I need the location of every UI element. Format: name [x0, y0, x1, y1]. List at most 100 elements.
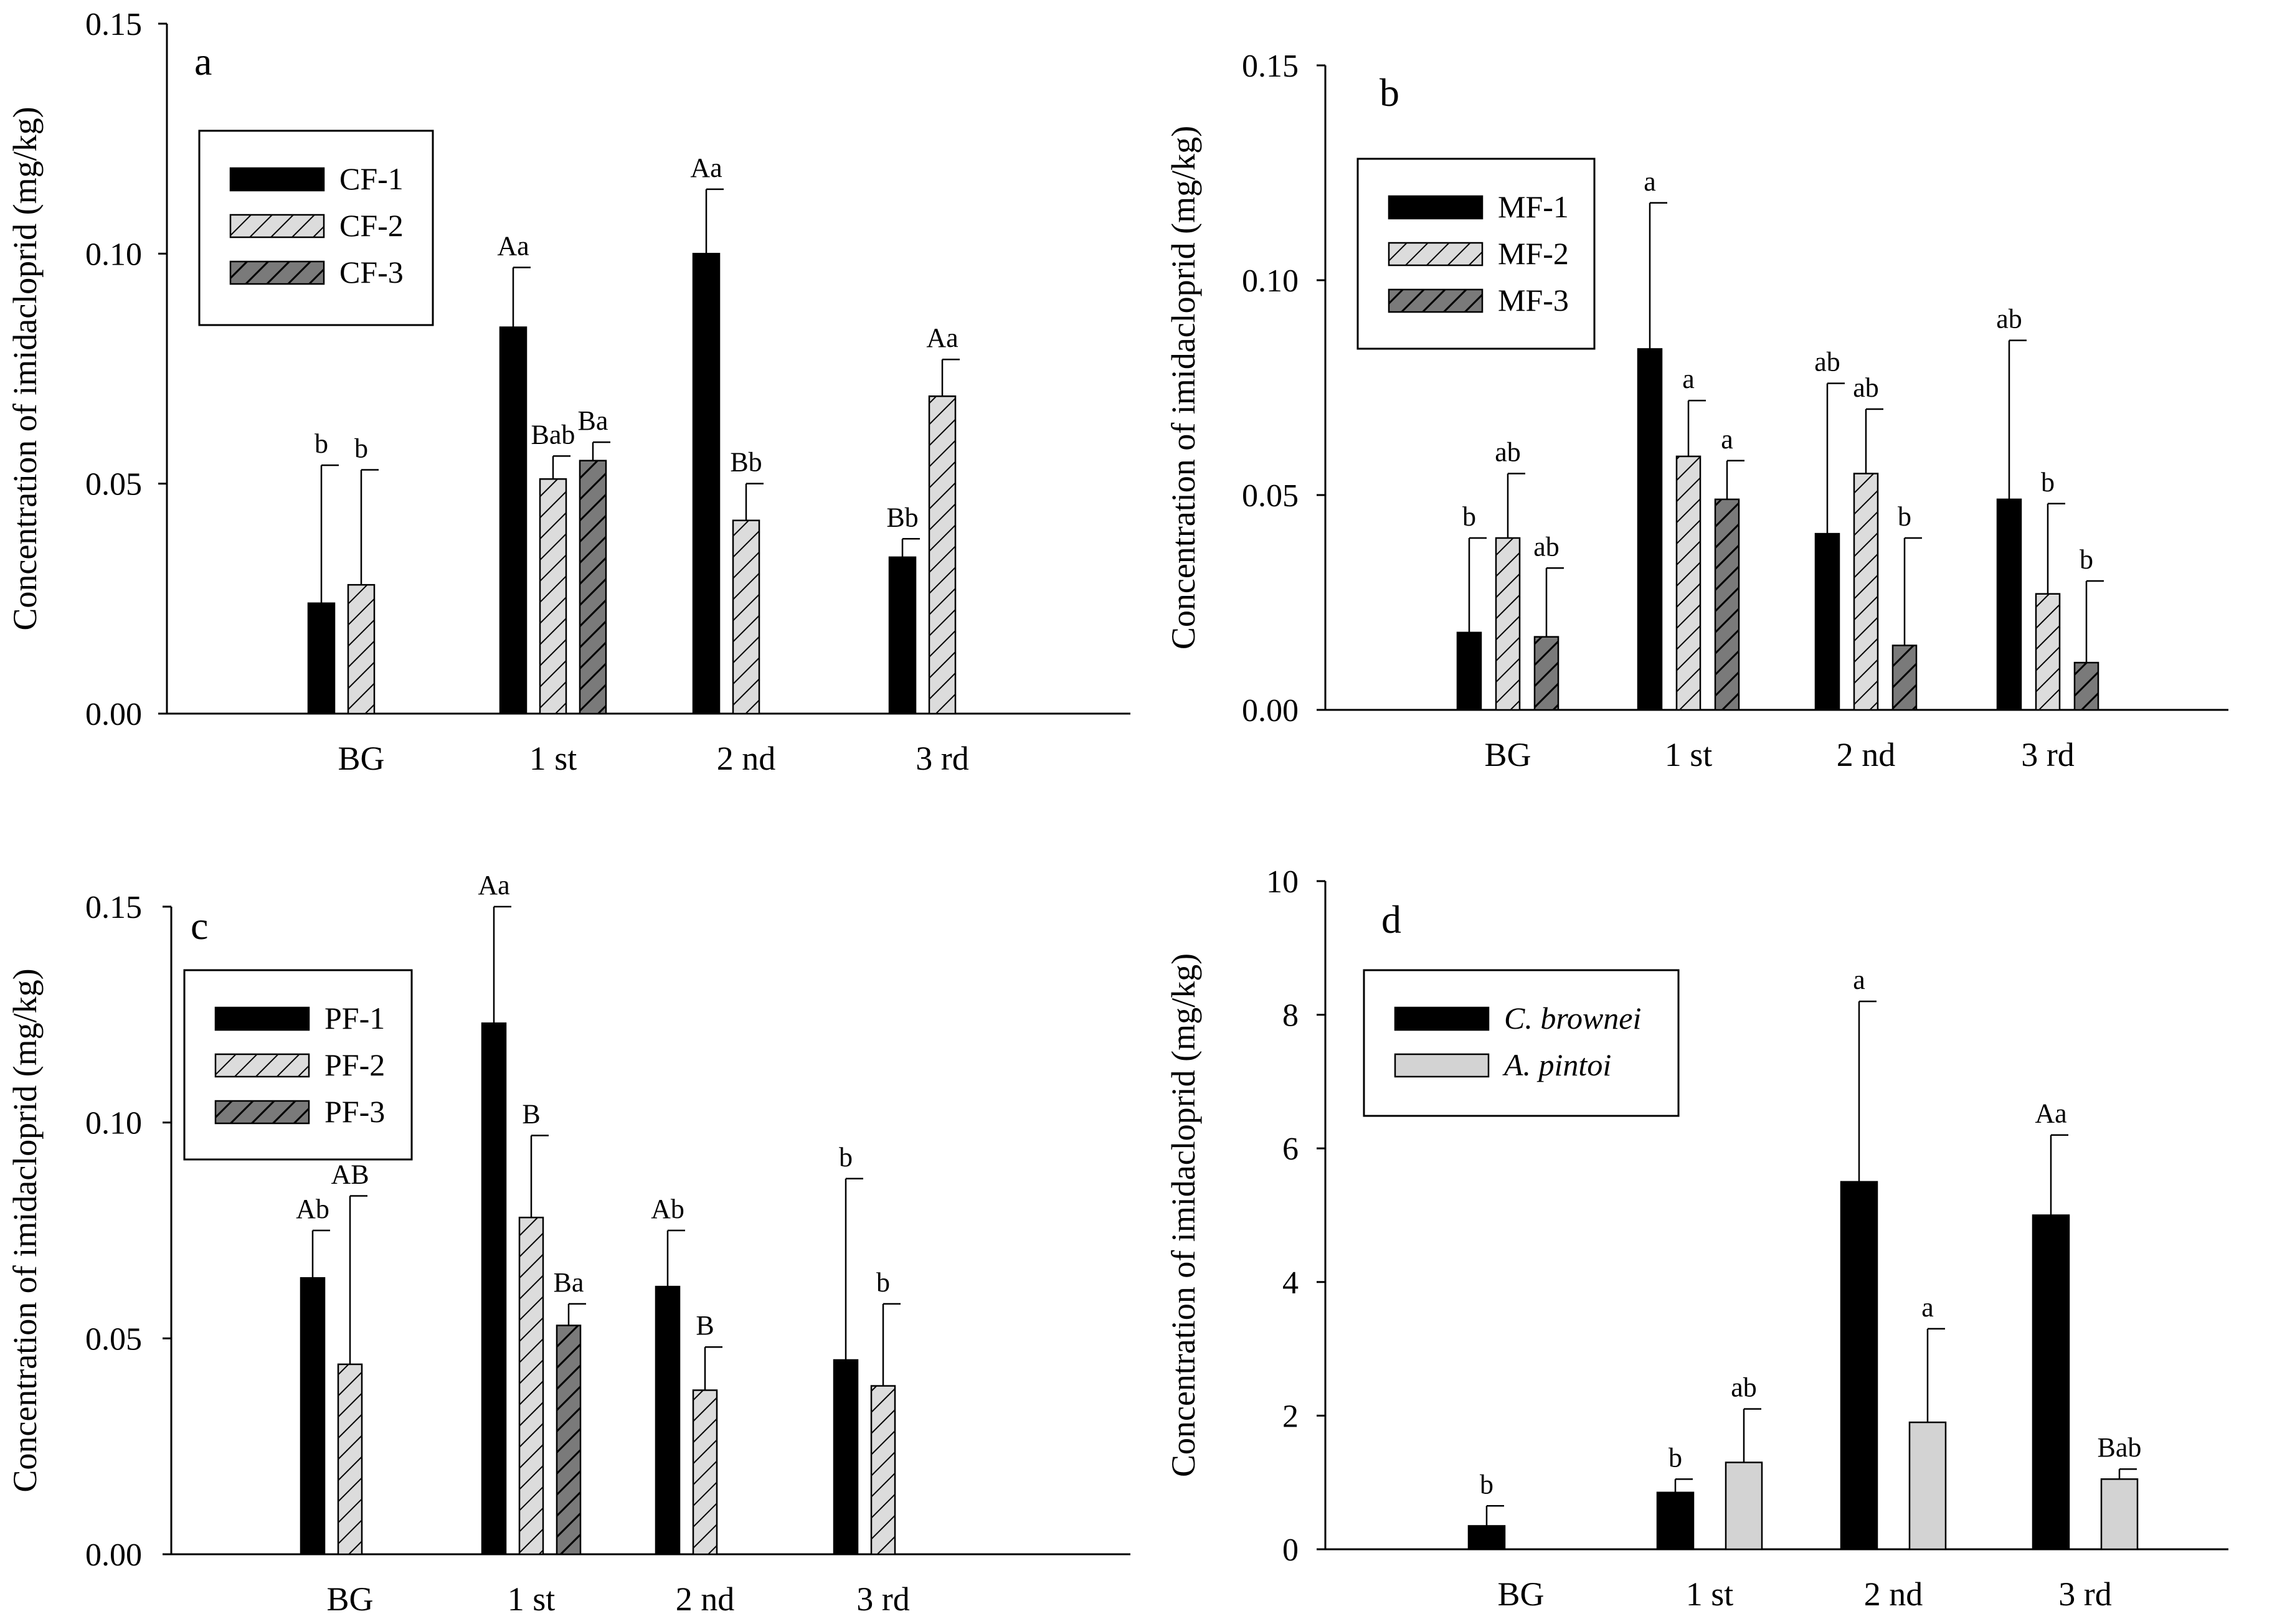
significance-label: a — [1644, 166, 1656, 197]
legend-swatch — [214, 1100, 310, 1125]
legend-swatch — [214, 1053, 310, 1078]
bar — [556, 1324, 582, 1556]
significance-label: ab — [1996, 304, 2022, 334]
y-tick-label: 0.15 — [1242, 49, 1299, 84]
legend-swatch — [1394, 1053, 1490, 1078]
bar — [1637, 348, 1663, 711]
bar — [347, 583, 376, 715]
significance-label: a — [1682, 364, 1695, 394]
bar — [888, 556, 917, 715]
bar — [2100, 1478, 2139, 1551]
bar — [1533, 636, 1560, 711]
y-tick-label: 0.05 — [1242, 478, 1299, 514]
significance-label: ab — [1731, 1372, 1757, 1403]
significance-label: b — [354, 433, 368, 464]
x-tick-label: BG — [1484, 736, 1531, 773]
legend-swatch — [229, 167, 325, 192]
bar — [692, 253, 721, 715]
y-axis-label: Concentration of imidacloprid (mg/kg) — [1165, 953, 1202, 1477]
bar — [481, 1022, 507, 1556]
bar — [300, 1277, 326, 1556]
bar — [692, 1389, 718, 1556]
bar — [1891, 644, 1918, 711]
bar — [732, 519, 760, 715]
x-tick-label: 1 st — [1665, 736, 1713, 773]
significance-label: Aa — [478, 870, 509, 900]
x-tick-label: 1 st — [508, 1580, 556, 1618]
legend-swatch — [229, 214, 325, 238]
y-tick-label: 0.10 — [1242, 263, 1299, 299]
legend-swatch — [229, 260, 325, 285]
x-tick-label: 1 st — [529, 740, 577, 777]
panel-letter: a — [194, 39, 212, 83]
x-tick-label: 2 nd — [1837, 736, 1896, 773]
legend-label: C. brownei — [1504, 1001, 1641, 1036]
significance-label: Aa — [2035, 1098, 2066, 1129]
x-tick-label: 3 rd — [2058, 1575, 2111, 1613]
x-tick-label: 3 rd — [856, 1580, 909, 1618]
significance-label: Ba — [554, 1267, 584, 1298]
bar — [1714, 498, 1740, 711]
panel-c: c 0.00 0.05 0.10 0.15 Concentration of imidac… — [6, 870, 1130, 1618]
y-tick-label: 0.15 — [85, 7, 142, 42]
significance-label: Bab — [2098, 1432, 2142, 1463]
significance-label: ab — [1533, 531, 1560, 562]
y-tick-label: 6 — [1282, 1131, 1299, 1167]
panel-d: d 0 2 4 6 8 10 Concentration of imidacloprid (m… — [1165, 864, 2228, 1613]
significance-label: Bab — [531, 419, 575, 450]
significance-label: a — [1721, 424, 1733, 455]
significance-label: Ba — [578, 405, 608, 436]
significance-label: ab — [1853, 372, 1879, 403]
bar — [2035, 593, 2061, 711]
legend-swatch — [1388, 195, 1484, 220]
bar — [579, 460, 607, 715]
x-tick-label: 3 rd — [916, 740, 968, 777]
panel-letter: d — [1381, 897, 1401, 942]
bar — [928, 395, 957, 715]
x-tick-label: 1 st — [1686, 1575, 1734, 1613]
legend-label: A. pintoi — [1502, 1047, 1611, 1082]
x-tick-label: 2 nd — [717, 740, 776, 777]
bar — [1495, 537, 1521, 711]
x-tick-label: 2 nd — [676, 1580, 735, 1618]
bar — [1656, 1491, 1695, 1551]
significance-label: Bb — [730, 447, 762, 478]
y-tick-label: 4 — [1282, 1265, 1299, 1301]
bar — [307, 602, 336, 715]
y-tick-label: 0.00 — [85, 1537, 142, 1573]
bar — [499, 326, 528, 715]
bar — [1725, 1461, 1763, 1551]
legend-label: MF-1 — [1498, 189, 1569, 224]
legend-label: MF-2 — [1498, 236, 1569, 271]
legend-label: PF-2 — [324, 1047, 385, 1082]
significance-label: b — [839, 1142, 853, 1173]
y-tick-label: 0.05 — [85, 467, 142, 503]
y-axis-label: Concentration of imidacloprid (mg/kg) — [1165, 126, 1202, 649]
significance-label: b — [2080, 544, 2093, 575]
bar — [1467, 1525, 1506, 1551]
bar — [2073, 661, 2099, 711]
x-tick-label: 3 rd — [2021, 736, 2074, 773]
legend-label: MF-3 — [1498, 283, 1569, 318]
legend-label: CF-1 — [339, 161, 404, 196]
significance-label: b — [1898, 501, 1911, 532]
y-tick-label: 10 — [1266, 864, 1299, 900]
bar — [1675, 455, 1702, 711]
y-tick-label: 2 — [1282, 1399, 1299, 1434]
legend-swatch — [1394, 1006, 1490, 1031]
significance-label: B — [522, 1098, 540, 1129]
y-tick-label: 0.00 — [85, 697, 142, 732]
x-tick-label: BG — [326, 1580, 373, 1618]
significance-label: b — [876, 1267, 890, 1298]
y-tick-label: 0 — [1282, 1532, 1299, 1568]
bar — [1840, 1181, 1878, 1551]
y-axis-label: Concentration of imidacloprid (mg/kg) — [6, 106, 44, 630]
x-tick-label: 2 nd — [1864, 1575, 1923, 1613]
y-tick-label: 0.15 — [85, 890, 142, 925]
panel-letter: c — [191, 904, 208, 948]
significance-label: Bb — [886, 502, 918, 532]
legend-label: PF-3 — [324, 1094, 385, 1129]
y-tick-label: 0.10 — [85, 237, 142, 272]
bar — [1996, 498, 2022, 711]
